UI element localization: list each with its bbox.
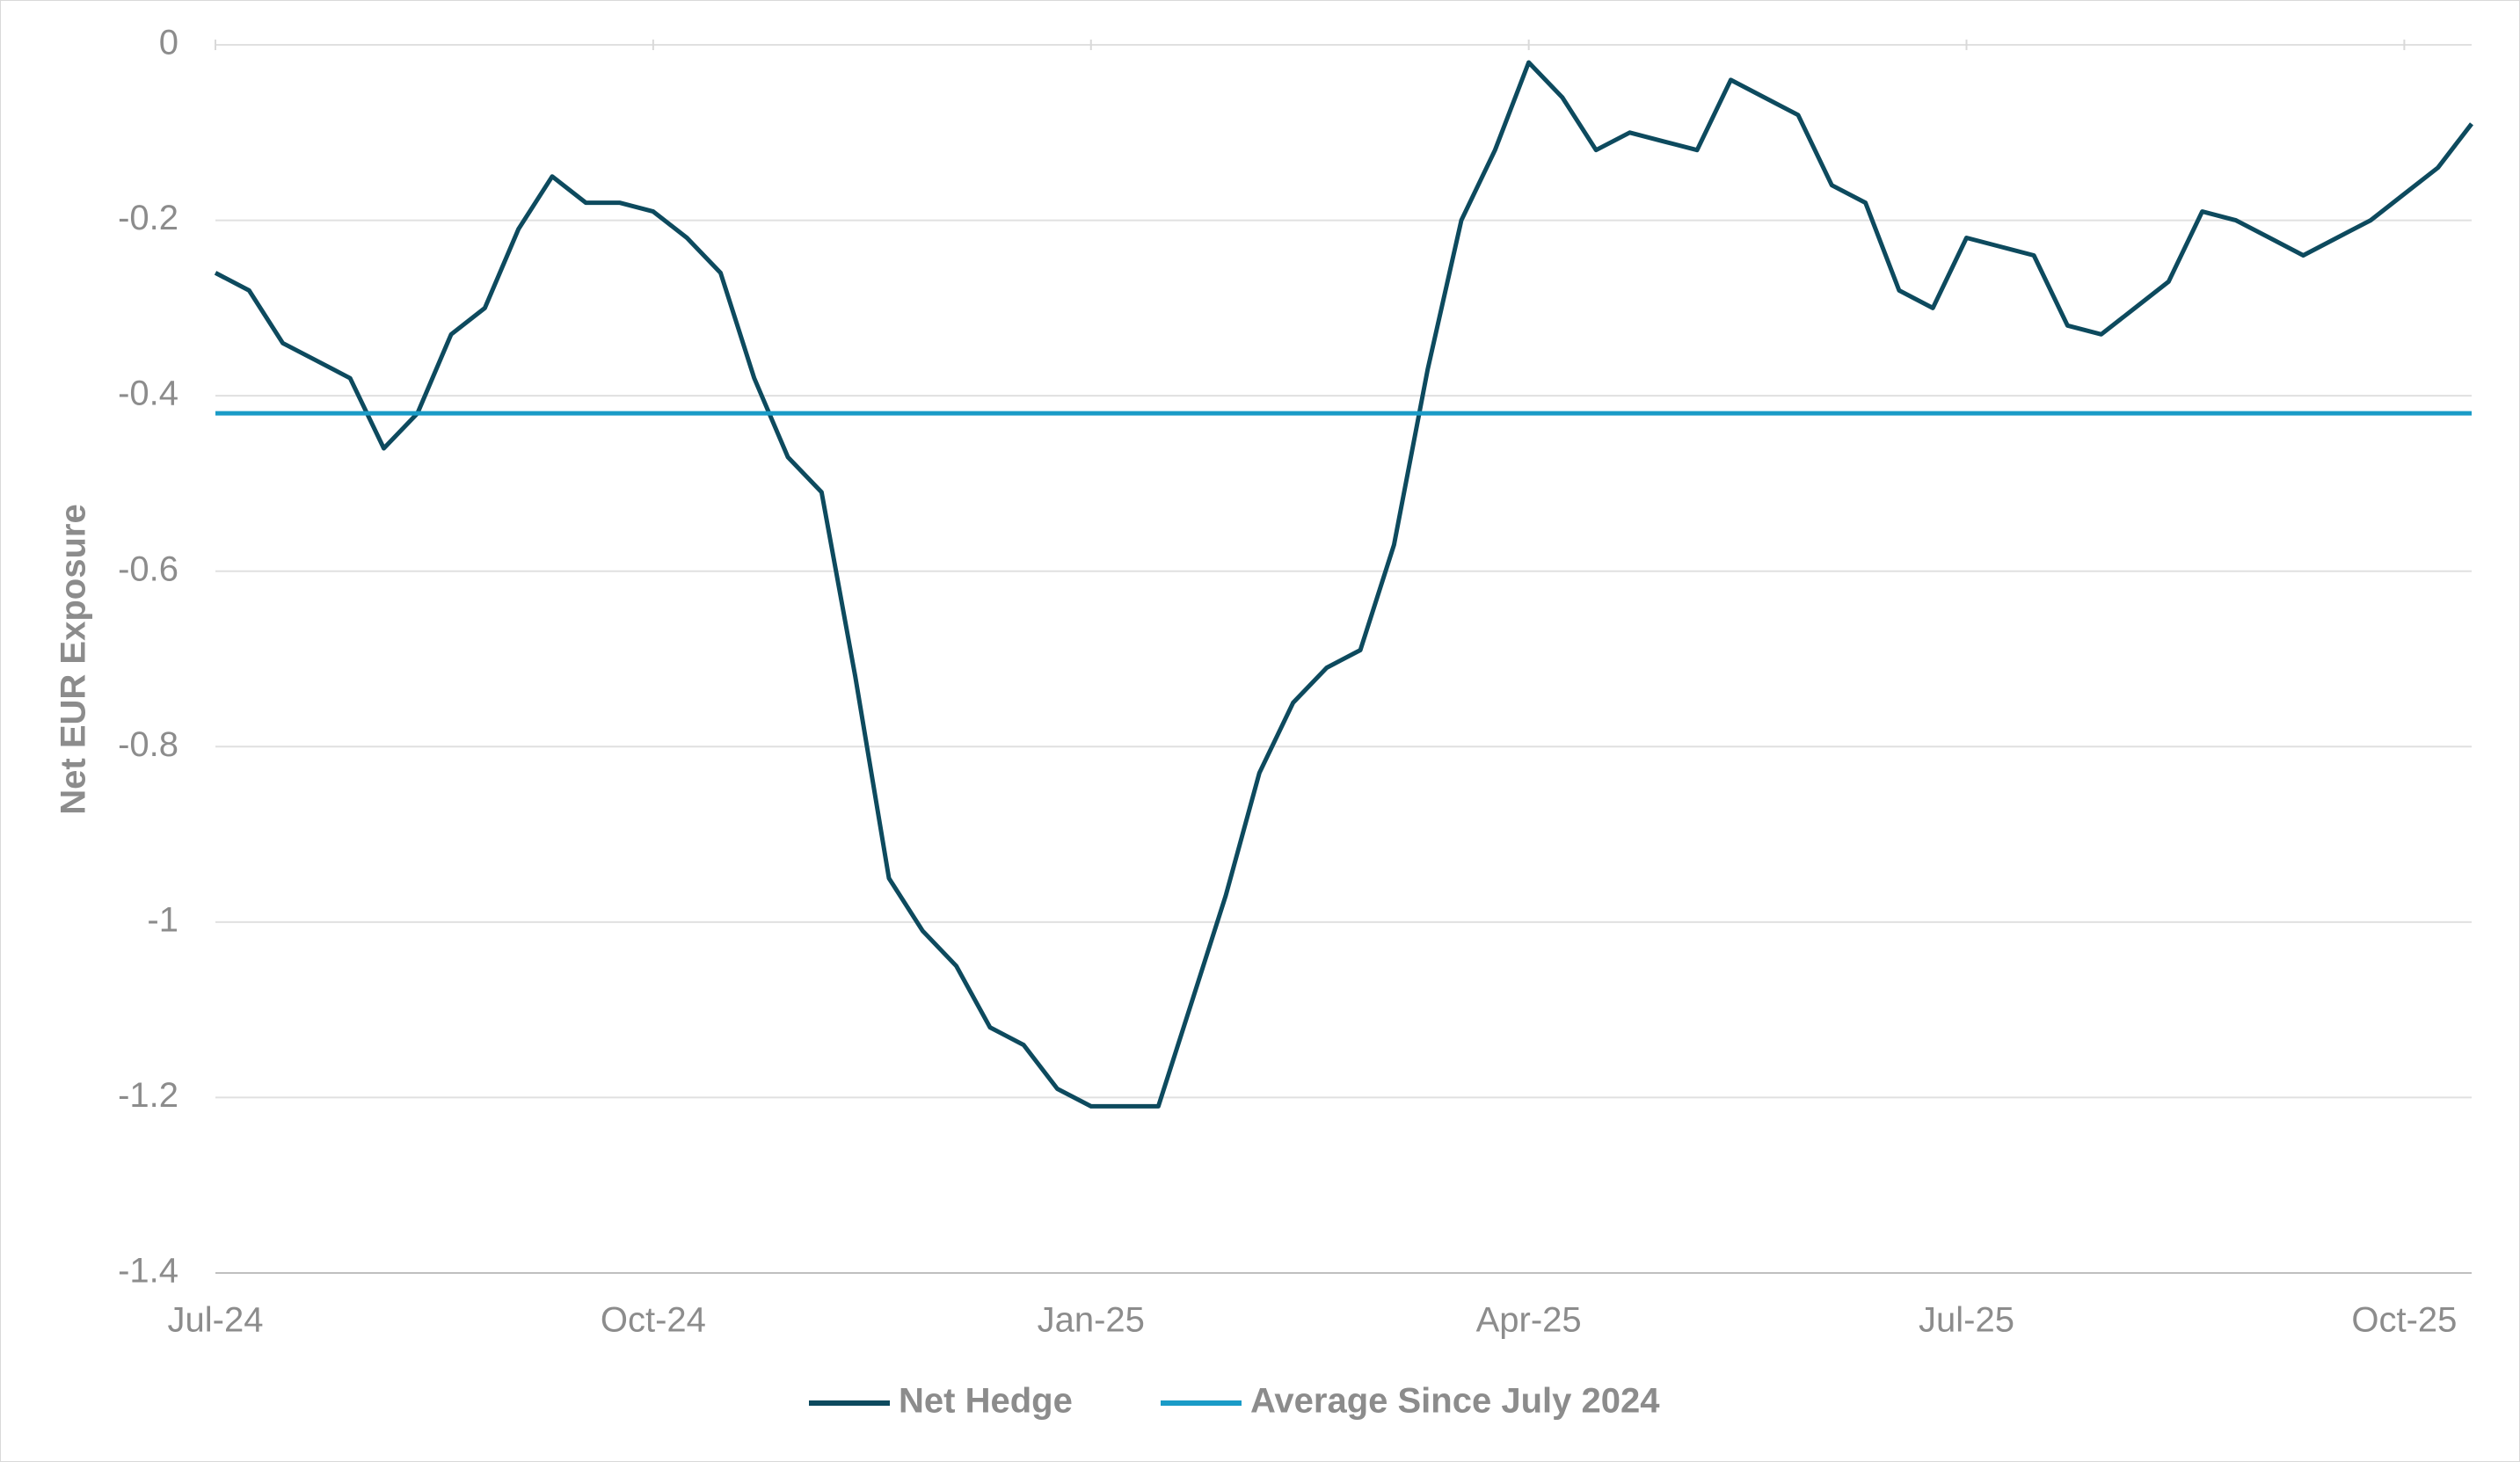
y-tick-label: 0 [159,24,178,62]
legend-label: Net Hedge [899,1382,1073,1421]
x-tick-label: Apr-25 [1476,1301,1582,1340]
x-tick-label: Oct-24 [601,1301,706,1340]
x-tick-label: Jan-25 [1038,1301,1145,1340]
x-tick-label: Oct-25 [2351,1301,2457,1340]
y-tick-label: -1 [147,900,178,939]
y-tick-label: -0.6 [118,549,178,588]
x-tick-label: Jul-24 [168,1301,264,1340]
y-axis-title: Net EUR Exposure [55,504,93,814]
y-tick-label: -1.4 [118,1252,178,1291]
legend-label: Average Since July 2024 [1250,1382,1660,1421]
y-tick-label: -0.2 [118,199,178,237]
x-tick-label: Jul-25 [1919,1301,2014,1340]
y-tick-label: -1.2 [118,1076,178,1115]
y-tick-label: -0.8 [118,725,178,764]
y-tick-label: -0.4 [118,375,178,413]
data-line [214,60,2473,1109]
